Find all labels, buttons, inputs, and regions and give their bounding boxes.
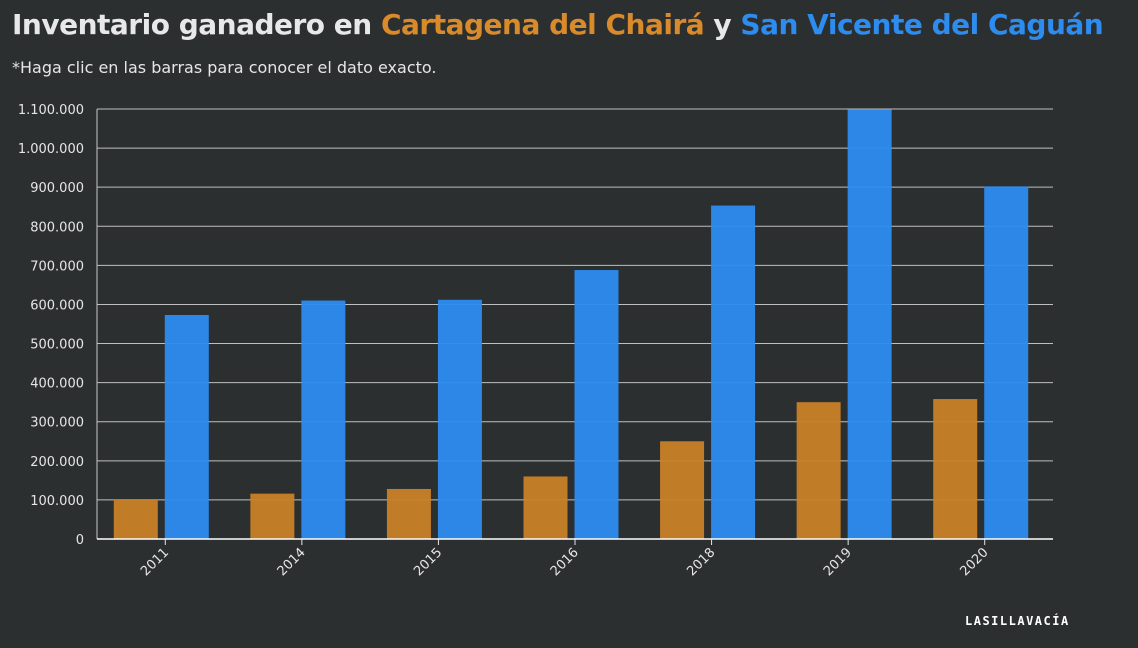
x-tick-label: 2019 (821, 545, 855, 579)
y-tick-label: 700.000 (30, 259, 84, 274)
y-tick-label: 0 (76, 533, 84, 548)
y-tick-label: 1.100.000 (18, 103, 84, 118)
bar-cartagena-2014 (250, 493, 295, 539)
x-tick-label: 2020 (958, 545, 992, 579)
y-tick-label: 600.000 (30, 298, 84, 313)
y-tick-label: 400.000 (30, 377, 84, 392)
x-tick-label: 2014 (275, 545, 309, 579)
bar-san-vicente-2015 (437, 299, 482, 539)
x-tick-label: 2018 (684, 545, 718, 579)
y-tick-label: 300.000 (30, 416, 84, 431)
y-tick-label: 100.000 (30, 494, 84, 509)
title-series1: Cartagena del Chairá (380, 8, 705, 41)
bar-san-vicente-2014 (301, 300, 346, 539)
bar-cartagena-2019 (796, 402, 841, 539)
bar-cartagena-2018 (660, 441, 705, 539)
bar-cartagena-2016 (523, 476, 568, 539)
bar-san-vicente-2016 (574, 270, 619, 539)
lasillavacia-logo: LASILLAVACÍA (965, 614, 1070, 628)
y-tick-label: 200.000 (30, 455, 84, 470)
y-tick-label: 800.000 (30, 220, 84, 235)
bar-cartagena-2020 (933, 399, 978, 539)
x-tick-label: 2016 (548, 545, 582, 579)
bar-cartagena-2015 (386, 488, 431, 539)
x-tick-label: 2011 (138, 545, 172, 579)
title-prefix: Inventario ganadero en (12, 8, 381, 41)
chart-title: Inventario ganadero en Cartagena del Cha… (12, 8, 1104, 41)
bar-san-vicente-2019 (847, 109, 892, 540)
title-connector: y (704, 8, 741, 41)
y-tick-label: 500.000 (30, 338, 84, 353)
bar-san-vicente-2011 (164, 315, 209, 539)
bar-san-vicente-2018 (711, 205, 756, 539)
title-series2: San Vicente del Caguán (740, 8, 1104, 41)
x-tick-label: 2015 (411, 545, 445, 579)
y-tick-label: 1.000.000 (18, 142, 84, 157)
y-tick-label: 900.000 (30, 181, 84, 196)
bar-san-vicente-2020 (984, 186, 1029, 539)
bar-cartagena-2011 (113, 499, 158, 539)
chart-subtitle: *Haga clic en las barras para conocer el… (12, 58, 437, 77)
